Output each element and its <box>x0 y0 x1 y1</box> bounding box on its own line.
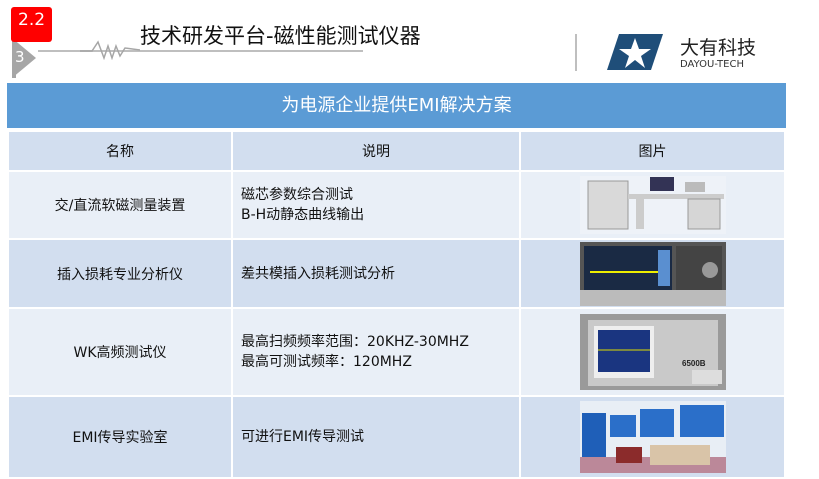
table-row: WK高频测试仪 最高扫频频率范围：20KHZ-30MHZ 最高可测试频率：120M… <box>9 309 784 395</box>
header-image: 图片 <box>521 132 784 170</box>
header-name: 名称 <box>9 132 231 170</box>
row-desc: 最高扫频频率范围：20KHZ-30MHZ 最高可测试频率：120MHZ <box>233 309 519 395</box>
desc-line: 最高可测试频率：120MHZ <box>241 354 412 370</box>
table-row: EMI传导实验室 可进行EMI传导测试 <box>9 397 784 477</box>
table-row: 交/直流软磁测量装置 磁芯参数综合测试 B-H动静态曲线输出 <box>9 172 784 238</box>
desc-line: 最高扫频频率范围：20KHZ-30MHZ <box>241 334 469 350</box>
desc-line: 差共模插入损耗测试分析 <box>241 265 395 282</box>
row-desc: 可进行EMI传导测试 <box>233 397 519 477</box>
dayou-logo-icon <box>607 34 663 70</box>
sub-number: 3 <box>15 48 25 66</box>
section-badge: 2.2 <box>11 7 52 42</box>
zigzag-decoration <box>80 40 140 60</box>
desc-line: 磁芯参数综合测试 <box>241 187 353 203</box>
bh-test-bench-photo <box>579 176 726 234</box>
divider <box>38 50 363 52</box>
row-name: 插入损耗专业分析仪 <box>9 240 231 307</box>
row-image: 6500B <box>521 309 784 395</box>
spectrum-analyzer-photo <box>579 241 726 306</box>
row-name: 交/直流软磁测量装置 <box>9 172 231 238</box>
banner-title: 为电源企业提供EMI解决方案 <box>7 83 786 128</box>
header-desc: 说明 <box>233 132 519 170</box>
logo-subtitle: DAYOU-TECH <box>680 59 744 70</box>
row-name: WK高频测试仪 <box>9 309 231 395</box>
desc-line: 可进行EMI传导测试 <box>241 429 365 445</box>
table-row: 插入损耗专业分析仪 差共模插入损耗测试分析 <box>9 240 784 307</box>
row-image <box>521 172 784 238</box>
desc-line: B-H动静态曲线输出 <box>241 207 365 223</box>
sub-marker: 3 <box>12 38 36 78</box>
page-title: 技术研发平台-磁性能测试仪器 <box>140 24 421 48</box>
row-desc: 磁芯参数综合测试 B-H动静态曲线输出 <box>233 172 519 238</box>
emi-lab-photo <box>579 401 726 473</box>
wk-6500b-analyzer-photo: 6500B <box>579 314 726 390</box>
equipment-table: 名称 说明 图片 交/直流软磁测量装置 磁芯参数综合测试 B-H动静态曲线输出 插… <box>7 130 786 479</box>
vertical-divider <box>575 34 577 71</box>
svg-text:6500B: 6500B <box>682 359 706 368</box>
row-name: EMI传导实验室 <box>9 397 231 477</box>
row-image <box>521 397 784 477</box>
row-desc: 差共模插入损耗测试分析 <box>233 240 519 307</box>
logo-name: 大有科技 <box>680 37 757 59</box>
row-image <box>521 240 784 307</box>
table-header: 名称 说明 图片 <box>9 132 784 170</box>
